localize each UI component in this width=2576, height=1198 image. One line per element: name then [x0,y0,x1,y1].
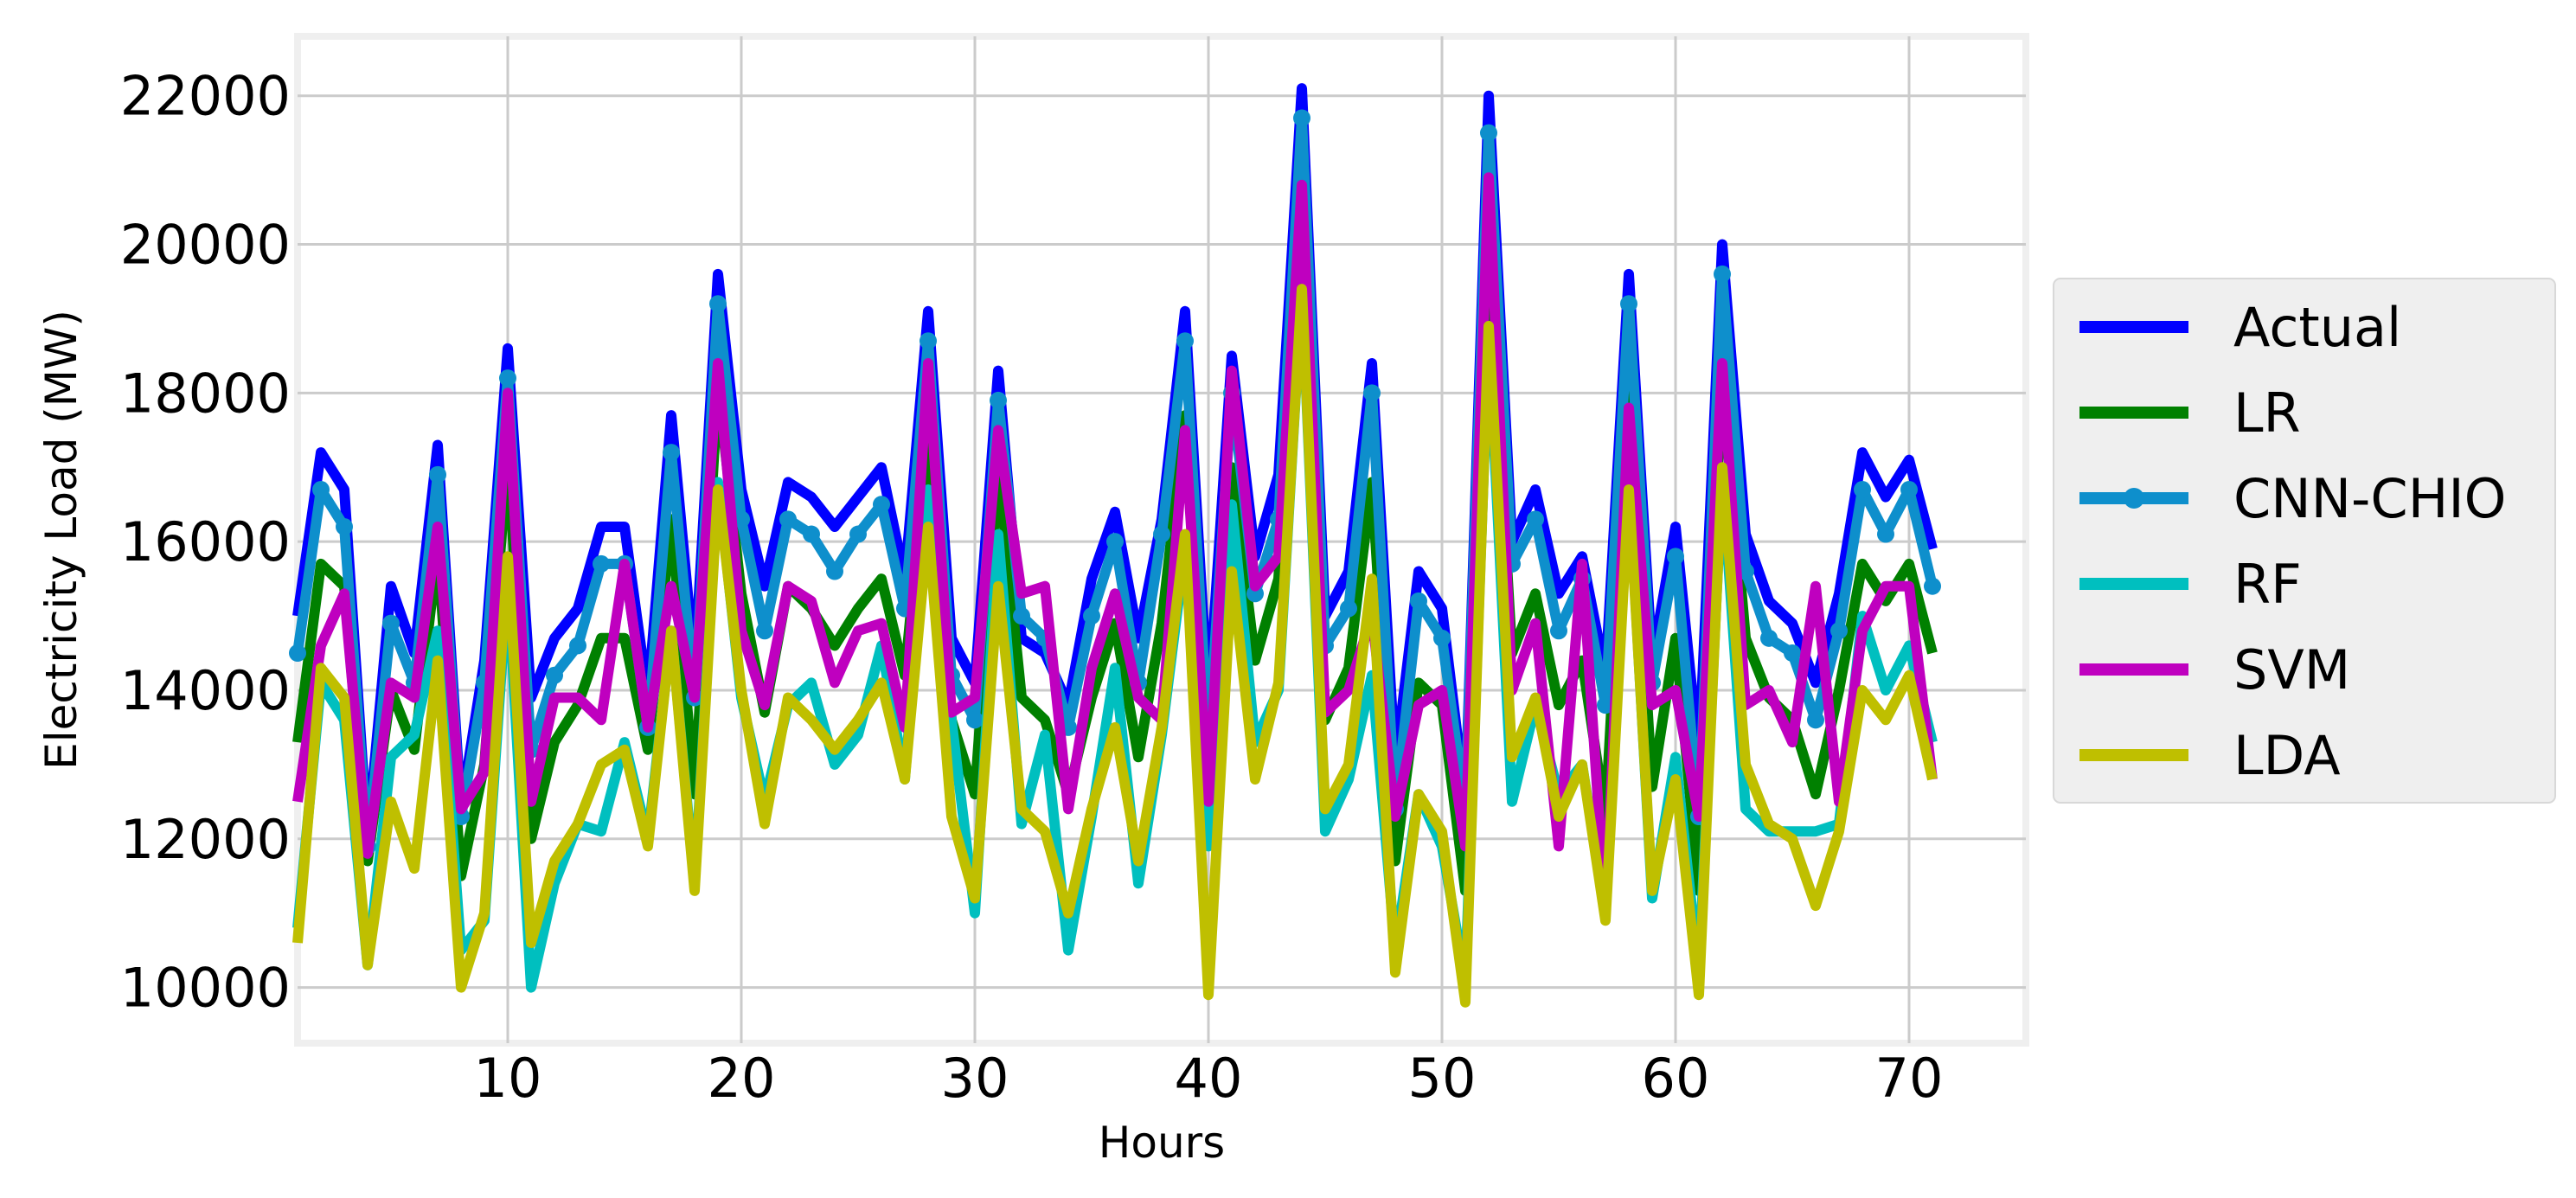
tick-labels: 10 20 30 40 50 60 70 10000 12000 14000 16000 18000 2… [120,65,1944,1110]
data-point-cnn-chio [1293,109,1310,127]
series-line-svm [292,172,1938,919]
data-point-cnn-chio [1480,124,1497,142]
y-tick-label: 22000 [120,65,291,128]
data-point-cnn-chio [1550,622,1567,640]
data-point-cnn-chio [289,644,306,663]
data-point-cnn-chio [569,637,586,655]
data-point-cnn-chio [1527,510,1544,529]
y-axis-label: Electricity Load (MW) [36,310,87,770]
x-tick-label: 20 [708,1047,776,1110]
x-tick-label: 50 [1408,1047,1477,1110]
x-tick-label: 60 [1642,1047,1710,1110]
x-tick-label: 30 [941,1047,1009,1110]
data-point-cnn-chio [1410,592,1427,610]
data-point-cnn-chio [382,614,400,632]
y-tick-label: 12000 [120,808,291,871]
data-point-cnn-chio [1433,629,1451,647]
data-point-cnn-chio [1807,711,1824,729]
data-point-cnn-chio [826,562,843,580]
legend-label-lda: LDA [2233,724,2341,787]
legend-label-cnn-chio: CNN-CHIO [2233,467,2506,530]
data-point-cnn-chio [756,622,773,640]
data-point-cnn-chio [873,496,890,514]
data-point-cnn-chio [1877,525,1894,543]
legend-label-lr: LR [2233,381,2301,445]
data-point-cnn-chio [1246,585,1264,603]
data-point-cnn-chio [990,391,1007,409]
data-point-cnn-chio [709,295,727,313]
data-point-cnn-chio [779,510,797,529]
data-point-cnn-chio [1854,481,1871,499]
data-point-cnn-chio [803,525,820,543]
data-point-cnn-chio [663,444,680,462]
data-point-cnn-chio [499,369,516,388]
y-tick-label: 18000 [120,362,291,425]
data-point-cnn-chio [312,481,330,499]
data-point-cnn-chio [849,525,867,543]
legend: Actual LR CNN-CHIO RF SVM LDA [2053,278,2556,804]
data-point-cnn-chio [1363,384,1381,402]
data-point-cnn-chio [1620,295,1637,313]
data-point-cnn-chio [546,666,563,684]
legend-label-actual: Actual [2233,296,2401,359]
x-tick-label: 70 [1875,1047,1944,1110]
data-point-cnn-chio [1900,481,1918,499]
legend-marker-cnn-chio [2124,488,2144,509]
series-line-lr [292,224,1938,896]
data-point-cnn-chio [1667,548,1684,566]
y-tick-label: 20000 [120,214,291,277]
data-point-cnn-chio [1176,332,1194,350]
legend-label-rf: RF [2233,553,2302,616]
series-layer [289,83,1941,1008]
data-point-cnn-chio [1013,607,1030,625]
data-point-cnn-chio [429,465,446,484]
data-point-cnn-chio [920,332,937,350]
y-tick-label: 10000 [120,957,291,1020]
x-tick-label: 10 [474,1047,542,1110]
legend-label-svm: SVM [2233,638,2350,702]
data-point-cnn-chio [1924,577,1941,595]
data-point-cnn-chio [593,554,610,573]
x-tick-label: 40 [1175,1047,1243,1110]
series-line-lda [292,284,1938,1008]
y-tick-label: 16000 [120,510,291,573]
x-axis-label: Hours [1099,1118,1225,1168]
data-point-cnn-chio [1340,599,1357,618]
data-point-cnn-chio [1760,629,1778,647]
data-point-cnn-chio [1106,533,1124,551]
data-point-cnn-chio [336,517,353,535]
y-tick-label: 14000 [120,659,291,722]
data-point-cnn-chio [966,711,984,729]
data-point-cnn-chio [1083,607,1100,625]
data-point-cnn-chio [1784,644,1801,663]
data-point-cnn-chio [1153,525,1170,543]
data-point-cnn-chio [1714,265,1731,283]
data-point-cnn-chio [1830,622,1848,640]
